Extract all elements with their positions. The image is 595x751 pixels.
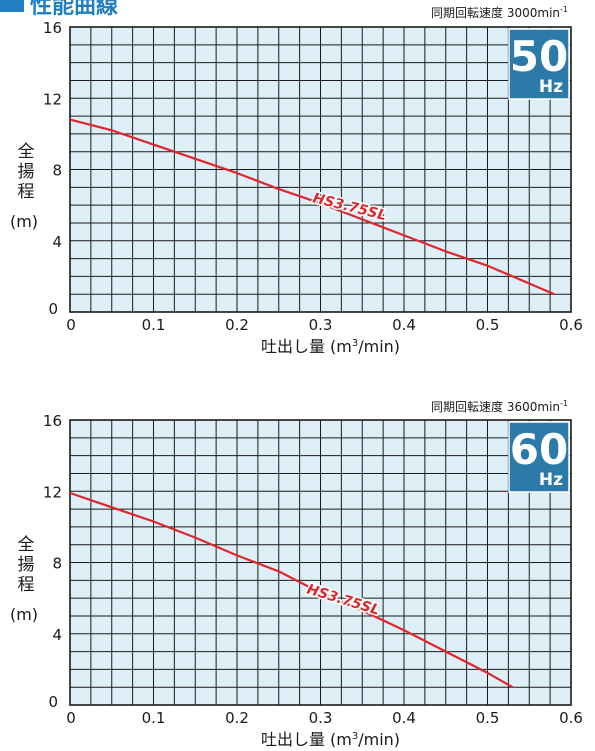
x-tick-label: 0.5 — [476, 316, 500, 334]
title-marker-icon — [0, 0, 24, 12]
y-tick-label: 16 — [43, 19, 62, 37]
x-tick-label: 0.3 — [309, 709, 333, 727]
section-title: 性能曲線 — [0, 0, 200, 19]
x-tick-label: 0 — [66, 316, 76, 334]
grid — [70, 27, 571, 312]
y-axis-label-char: 程 — [18, 575, 35, 595]
y-tick-label: 0 — [48, 300, 58, 318]
y-axis-label-char: 揚 — [18, 162, 35, 182]
x-axis-label: 吐出し量 (m3/min) — [261, 730, 400, 749]
frequency-badge — [508, 28, 570, 100]
y-tick-label: 8 — [52, 555, 62, 573]
plot-frame — [69, 419, 572, 706]
x-tick-label: 0.5 — [476, 709, 500, 727]
y-axis-label-char: 程 — [18, 182, 35, 202]
x-tick-label: 0.1 — [142, 316, 166, 334]
x-tick-label: 0.3 — [309, 316, 333, 334]
frequency-badge — [508, 421, 570, 493]
badge-unit: Hz — [539, 470, 563, 490]
y-axis-unit: (m) — [10, 212, 38, 231]
x-tick-label: 0.6 — [559, 316, 583, 334]
plot-frame — [69, 26, 572, 313]
x-tick-label: 0.4 — [392, 316, 416, 334]
y-tick-label: 8 — [52, 162, 62, 180]
x-tick-label: 0.2 — [225, 316, 249, 334]
y-axis-label-char: 揚 — [18, 555, 35, 575]
chart-50hz: 0 4 8 12 16 0 0.1 0.2 0.3 0.4 0.5 0.6 全揚程 (m) 吐出し量 (m3… — [10, 5, 583, 356]
y-tick-label: 4 — [52, 233, 62, 251]
y-axis-label-char: 全 — [18, 142, 35, 162]
speed-label: 同期回転速度 3000min-1 — [431, 5, 568, 20]
y-axis-label-char: 全 — [18, 535, 35, 555]
x-tick-label: 0.4 — [392, 709, 416, 727]
y-tick-label: 0 — [48, 693, 58, 711]
x-axis-label: 吐出し量 (m3/min) — [261, 337, 400, 356]
x-tick-label: 0 — [66, 709, 76, 727]
y-tick-label: 12 — [43, 90, 62, 108]
x-tick-label: 0.6 — [559, 709, 583, 727]
badge-unit: Hz — [539, 77, 563, 97]
section-title-text: 性能曲線 — [30, 0, 119, 19]
x-tick-label: 0.1 — [142, 709, 166, 727]
y-tick-label: 12 — [43, 483, 62, 501]
speed-label: 同期回転速度 3600min-1 — [431, 399, 568, 414]
badge-number: 60 — [510, 425, 568, 474]
badge-number: 50 — [510, 32, 568, 81]
series-line-HS3.75SL — [69, 491, 514, 689]
series-line-HS3.75SL — [69, 118, 555, 296]
y-tick-label: 4 — [52, 626, 62, 644]
y-axis-unit: (m) — [10, 605, 38, 624]
chart-60hz: 0 4 8 12 16 0 0.1 0.2 0.3 0.4 0.5 0.6 全揚程 (m) 吐出し量 (m3… — [10, 399, 583, 749]
x-tick-label: 0.2 — [225, 709, 249, 727]
y-tick-label: 16 — [43, 412, 62, 430]
